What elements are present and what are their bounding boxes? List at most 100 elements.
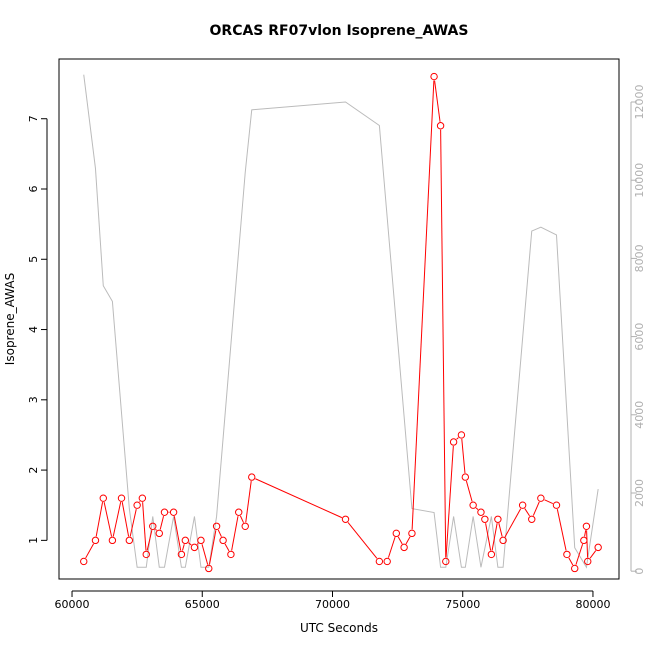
data-point: [481, 515, 489, 523]
primary-series-segment: [532, 501, 540, 516]
data-point: [582, 522, 591, 530]
primary-series-segment: [405, 536, 411, 545]
primary-series-segment: [544, 499, 554, 505]
data-point: [400, 543, 408, 552]
primary-series-segment: [245, 481, 252, 523]
primary-series-segment: [387, 536, 396, 558]
data-point: [563, 550, 571, 559]
data-point: [197, 536, 205, 545]
data-point: [430, 72, 438, 81]
data-point: [155, 529, 163, 538]
plot-area: [58, 58, 620, 580]
data-point: [457, 431, 466, 439]
data-point: [469, 501, 477, 509]
primary-series-segment: [95, 502, 104, 537]
primary-series-segment: [217, 529, 222, 537]
data-point: [117, 494, 126, 502]
primary-series-segment: [568, 557, 574, 566]
x-tick-label: 80000: [575, 598, 610, 611]
y-axis-right: 0 2000 4000 6000 8000 10000 12000: [630, 85, 646, 575]
data-point: [169, 508, 178, 516]
y-tick-label: 6: [27, 186, 40, 193]
data-point: [584, 557, 592, 566]
data-point: [80, 557, 88, 566]
primary-series-segment: [239, 515, 245, 523]
primary-series-segment: [556, 509, 567, 551]
data-point: [177, 550, 186, 559]
y2-tick-label: 4000: [633, 401, 646, 429]
y-axis-label: Isoprene_AWAS: [3, 273, 17, 365]
data-point: [594, 543, 602, 552]
data-point: [99, 494, 107, 502]
x-tick-label: 70000: [315, 598, 350, 611]
data-point: [537, 494, 545, 502]
primary-series-segment: [196, 542, 199, 545]
data-point: [436, 122, 445, 130]
primary-series-segment: [445, 445, 454, 558]
primary-series-segment: [188, 542, 192, 546]
data-point: [449, 438, 458, 446]
primary-series-segment: [584, 530, 587, 537]
primary-series-segment: [498, 523, 503, 537]
data-point: [227, 550, 235, 559]
primary-series-segment: [146, 530, 153, 551]
data-point: [125, 536, 134, 545]
y-axis-left: 1 2 3 4 5 6 7: [27, 115, 48, 544]
data-point: [408, 529, 416, 538]
data-point: [181, 536, 190, 545]
primary-series-segment: [231, 516, 239, 551]
primary-series-segment: [159, 516, 165, 530]
data-point: [142, 550, 150, 559]
data-point: [383, 557, 391, 566]
primary-series-segment: [173, 516, 182, 551]
primary-series-segment: [475, 507, 479, 510]
data-point: [133, 501, 141, 509]
data-point: [160, 508, 169, 516]
y-tick-label: 7: [27, 115, 40, 122]
data-point: [461, 473, 470, 481]
data-point: [190, 543, 199, 552]
y2-tick-label: 8000: [633, 244, 646, 272]
data-point: [580, 536, 588, 545]
y2-tick-label: 0: [633, 568, 646, 575]
primary-series-segment: [103, 501, 113, 537]
data-point: [248, 473, 256, 481]
data-point: [499, 536, 507, 545]
x-axis: 60000 65000 70000 75000 80000: [55, 590, 610, 611]
data-point: [552, 501, 561, 509]
primary-series-segment: [586, 530, 589, 558]
primary-series-segment: [182, 544, 185, 551]
data-point: [571, 564, 579, 573]
primary-series-segment: [121, 502, 130, 537]
data-point: [518, 501, 527, 509]
primary-series-segment: [129, 509, 137, 537]
primary-series-segment: [209, 530, 217, 565]
primary-series-segment: [201, 544, 209, 565]
data-point: [375, 557, 384, 566]
primary-series-segment: [255, 478, 343, 519]
data-point: [477, 508, 485, 516]
primary-series-segment: [142, 502, 147, 551]
data-point: [241, 522, 249, 530]
data-point: [235, 508, 243, 516]
primary-series-segment: [456, 437, 459, 440]
data-point: [91, 536, 100, 545]
y-tick-label: 1: [27, 537, 40, 544]
y-tick-label: 3: [27, 396, 40, 403]
y-tick-label: 2: [27, 467, 40, 474]
data-point: [442, 557, 450, 566]
primary-series-segment: [461, 438, 466, 474]
primary-series-segment: [465, 480, 473, 502]
chart-title: ORCAS RF07vlon Isoprene_AWAS: [210, 23, 469, 39]
primary-series-segment: [504, 508, 522, 538]
data-point: [205, 564, 213, 573]
primary-series-segment: [434, 80, 441, 122]
primary-series-segment: [112, 501, 122, 537]
secondary-series-layer: [83, 74, 599, 569]
y-tick-label: 4: [27, 326, 40, 333]
data-point: [341, 515, 350, 523]
primary-series-segment: [224, 543, 230, 552]
primary-series-segment: [524, 508, 530, 517]
primary-series-segment: [575, 544, 584, 565]
data-point: [528, 515, 536, 523]
